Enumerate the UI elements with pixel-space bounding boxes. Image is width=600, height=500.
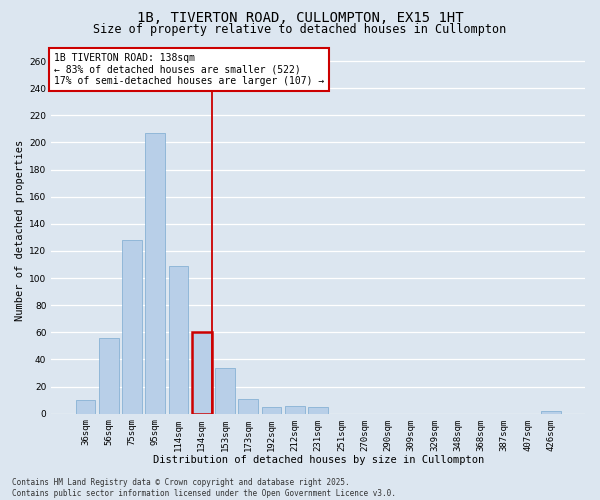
X-axis label: Distribution of detached houses by size in Cullompton: Distribution of detached houses by size … [152,455,484,465]
Y-axis label: Number of detached properties: Number of detached properties [15,140,25,321]
Bar [215,368,235,414]
Bar [99,338,119,413]
Bar [285,406,305,413]
Bar [541,411,561,414]
Text: Size of property relative to detached houses in Cullompton: Size of property relative to detached ho… [94,22,506,36]
Text: 1B TIVERTON ROAD: 138sqm
← 83% of detached houses are smaller (522)
17% of semi-: 1B TIVERTON ROAD: 138sqm ← 83% of detach… [54,53,324,86]
Bar [308,407,328,414]
Bar [145,133,165,414]
Bar [238,399,258,413]
Bar [169,266,188,414]
Bar [76,400,95,413]
Bar [122,240,142,414]
Bar [192,332,212,413]
Bar [262,407,281,414]
Text: Contains HM Land Registry data © Crown copyright and database right 2025.
Contai: Contains HM Land Registry data © Crown c… [12,478,396,498]
Text: 1B, TIVERTON ROAD, CULLOMPTON, EX15 1HT: 1B, TIVERTON ROAD, CULLOMPTON, EX15 1HT [137,12,463,26]
